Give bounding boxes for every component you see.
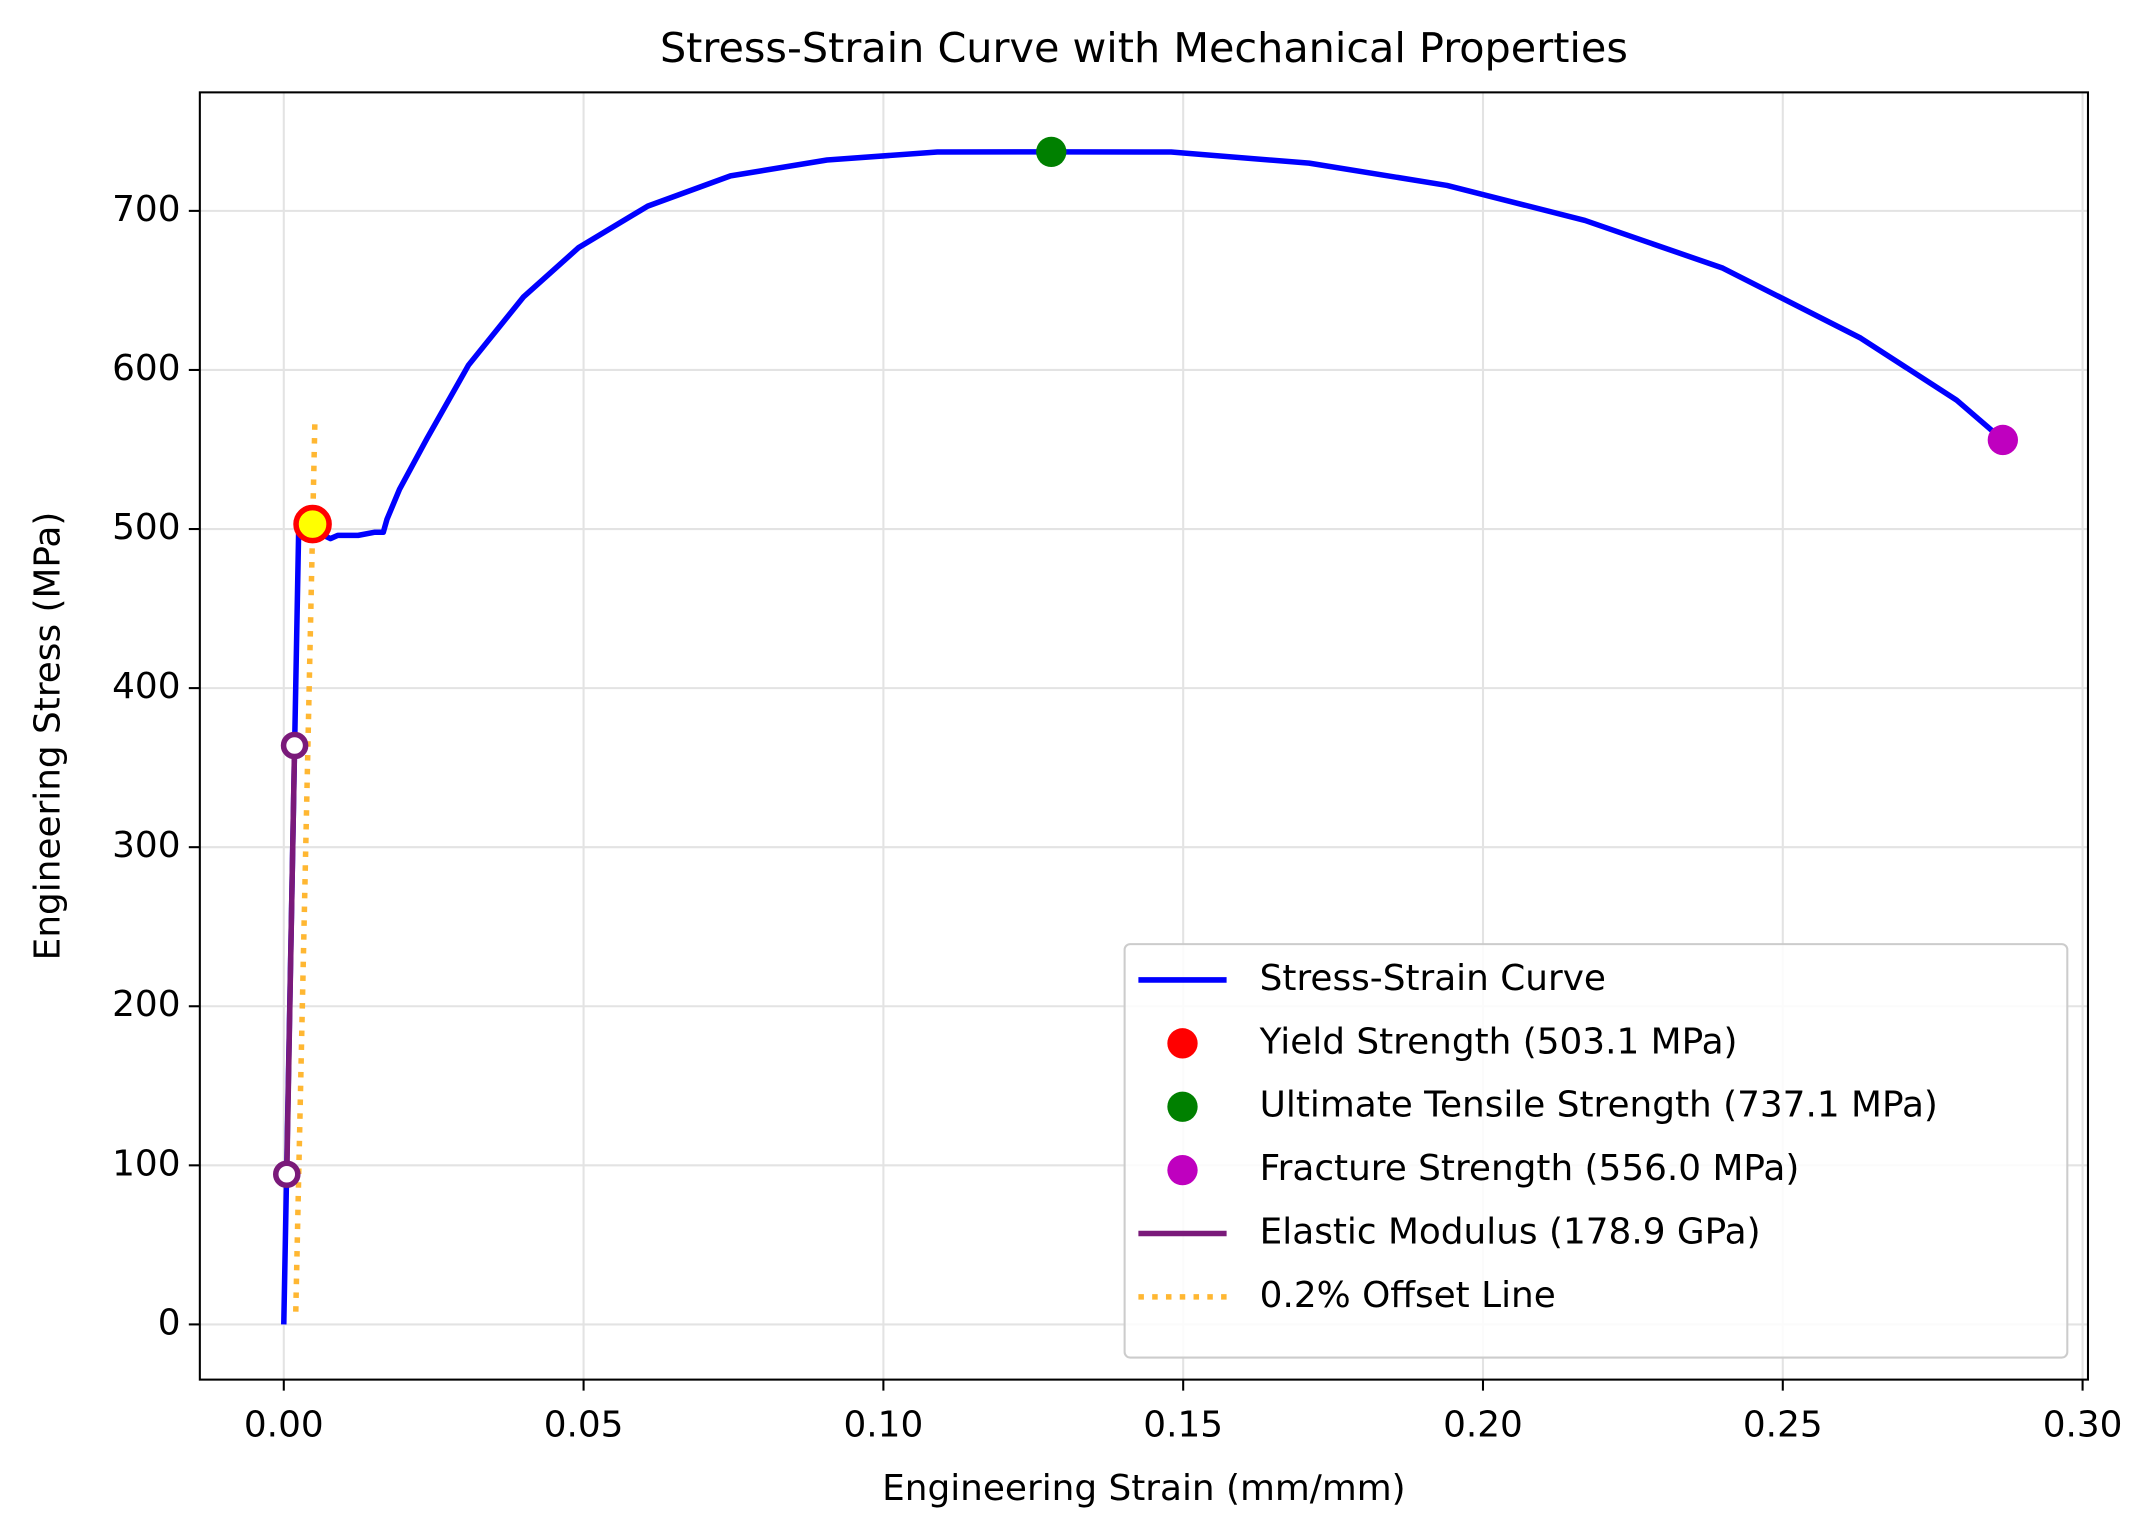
point-marker	[293, 504, 332, 544]
y-tick-label: 200	[112, 984, 180, 1025]
modulus-point	[272, 1160, 301, 1189]
legend-box	[1123, 943, 2069, 1359]
x-tick-label: 0.20	[1443, 1404, 1523, 1445]
modulus-line	[284, 745, 298, 1175]
y-tick-label: 0	[158, 1302, 181, 1343]
x-tick-label: 0.10	[843, 1404, 923, 1445]
x-axis-label: Engineering Strain (mm/mm)	[882, 1468, 1406, 1509]
curve	[281, 149, 2005, 1325]
legend-label: Ultimate Tensile Strength (737.1 MPa)	[1260, 1085, 1938, 1126]
legend-label: Stress-Strain Curve	[1260, 958, 1606, 999]
x-tick-label: 0.15	[1143, 1404, 1223, 1445]
y-axis-label: Engineering Stress (MPa)	[28, 512, 69, 961]
x-tick-label: 0.05	[544, 1404, 624, 1445]
y-tick-label: 600	[112, 348, 180, 389]
y-tick-label: 400	[112, 666, 180, 707]
legend-label: Fracture Strength (556.0 MPa)	[1260, 1148, 1800, 1189]
modulus-point	[280, 731, 309, 760]
y-tick-label: 100	[112, 1143, 180, 1184]
legend-swatch	[1167, 1154, 1198, 1186]
point-marker	[1987, 424, 2018, 456]
y-tick-label: 300	[112, 825, 180, 866]
legend-label: Yield Strength (503.1 MPa)	[1259, 1021, 1738, 1062]
chart-title: Stress-Strain Curve with Mechanical Prop…	[660, 24, 1628, 72]
offset-line	[293, 417, 318, 1312]
legend-label: Elastic Modulus (178.9 GPa)	[1260, 1212, 1761, 1253]
x-tick-label: 0.30	[2043, 1404, 2123, 1445]
plot-frame	[198, 91, 2090, 1381]
x-tick-label: 0.25	[1743, 1404, 1823, 1445]
y-tick-label: 500	[112, 507, 180, 548]
legend-label: 0.2% Offset Line	[1260, 1275, 1556, 1316]
y-tick-label: 700	[112, 189, 180, 230]
legend-swatch	[1167, 1091, 1198, 1122]
legend: Stress-Strain Curve Yield Strength (503.1…	[1123, 943, 2069, 1359]
x-tick-label: 0.00	[244, 1404, 324, 1445]
legend-swatch	[1167, 1028, 1198, 1059]
point-marker	[1036, 136, 1067, 168]
